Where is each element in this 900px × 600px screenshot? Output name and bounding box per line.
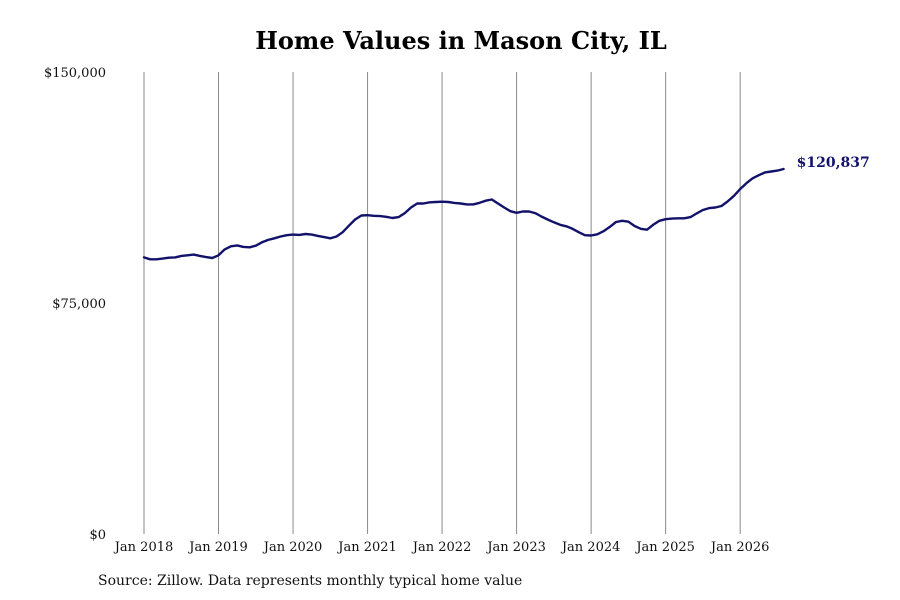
chart-title: Home Values in Mason City, IL [255,26,667,55]
x-tick-label: Jan 2019 [187,540,248,555]
x-tick-label: Jan 2026 [709,540,770,555]
x-tick-label: Jan 2024 [560,540,621,555]
x-axis-ticks: Jan 2018 Jan 2019 Jan 2020 Jan 2021 Jan 2022… [113,540,770,555]
y-tick-label: $0 [89,528,106,543]
y-tick-label: $75,000 [52,297,106,312]
source-note: Source: Zillow. Data represents monthly … [98,573,523,589]
y-axis-ticks: $150,000 $75,000 $0 [44,66,106,543]
latest-value-label: $120,837 [797,155,870,171]
home-value-line [142,167,785,261]
x-tick-label: Jan 2018 [113,540,174,555]
x-tick-label: Jan 2022 [411,540,472,555]
x-tick-label: Jan 2021 [336,540,397,555]
x-tick-label: Jan 2023 [485,540,546,555]
gridlines [143,72,741,534]
y-tick-label: $150,000 [44,66,106,81]
x-tick-label: Jan 2025 [634,540,695,555]
x-tick-label: Jan 2020 [262,540,323,555]
